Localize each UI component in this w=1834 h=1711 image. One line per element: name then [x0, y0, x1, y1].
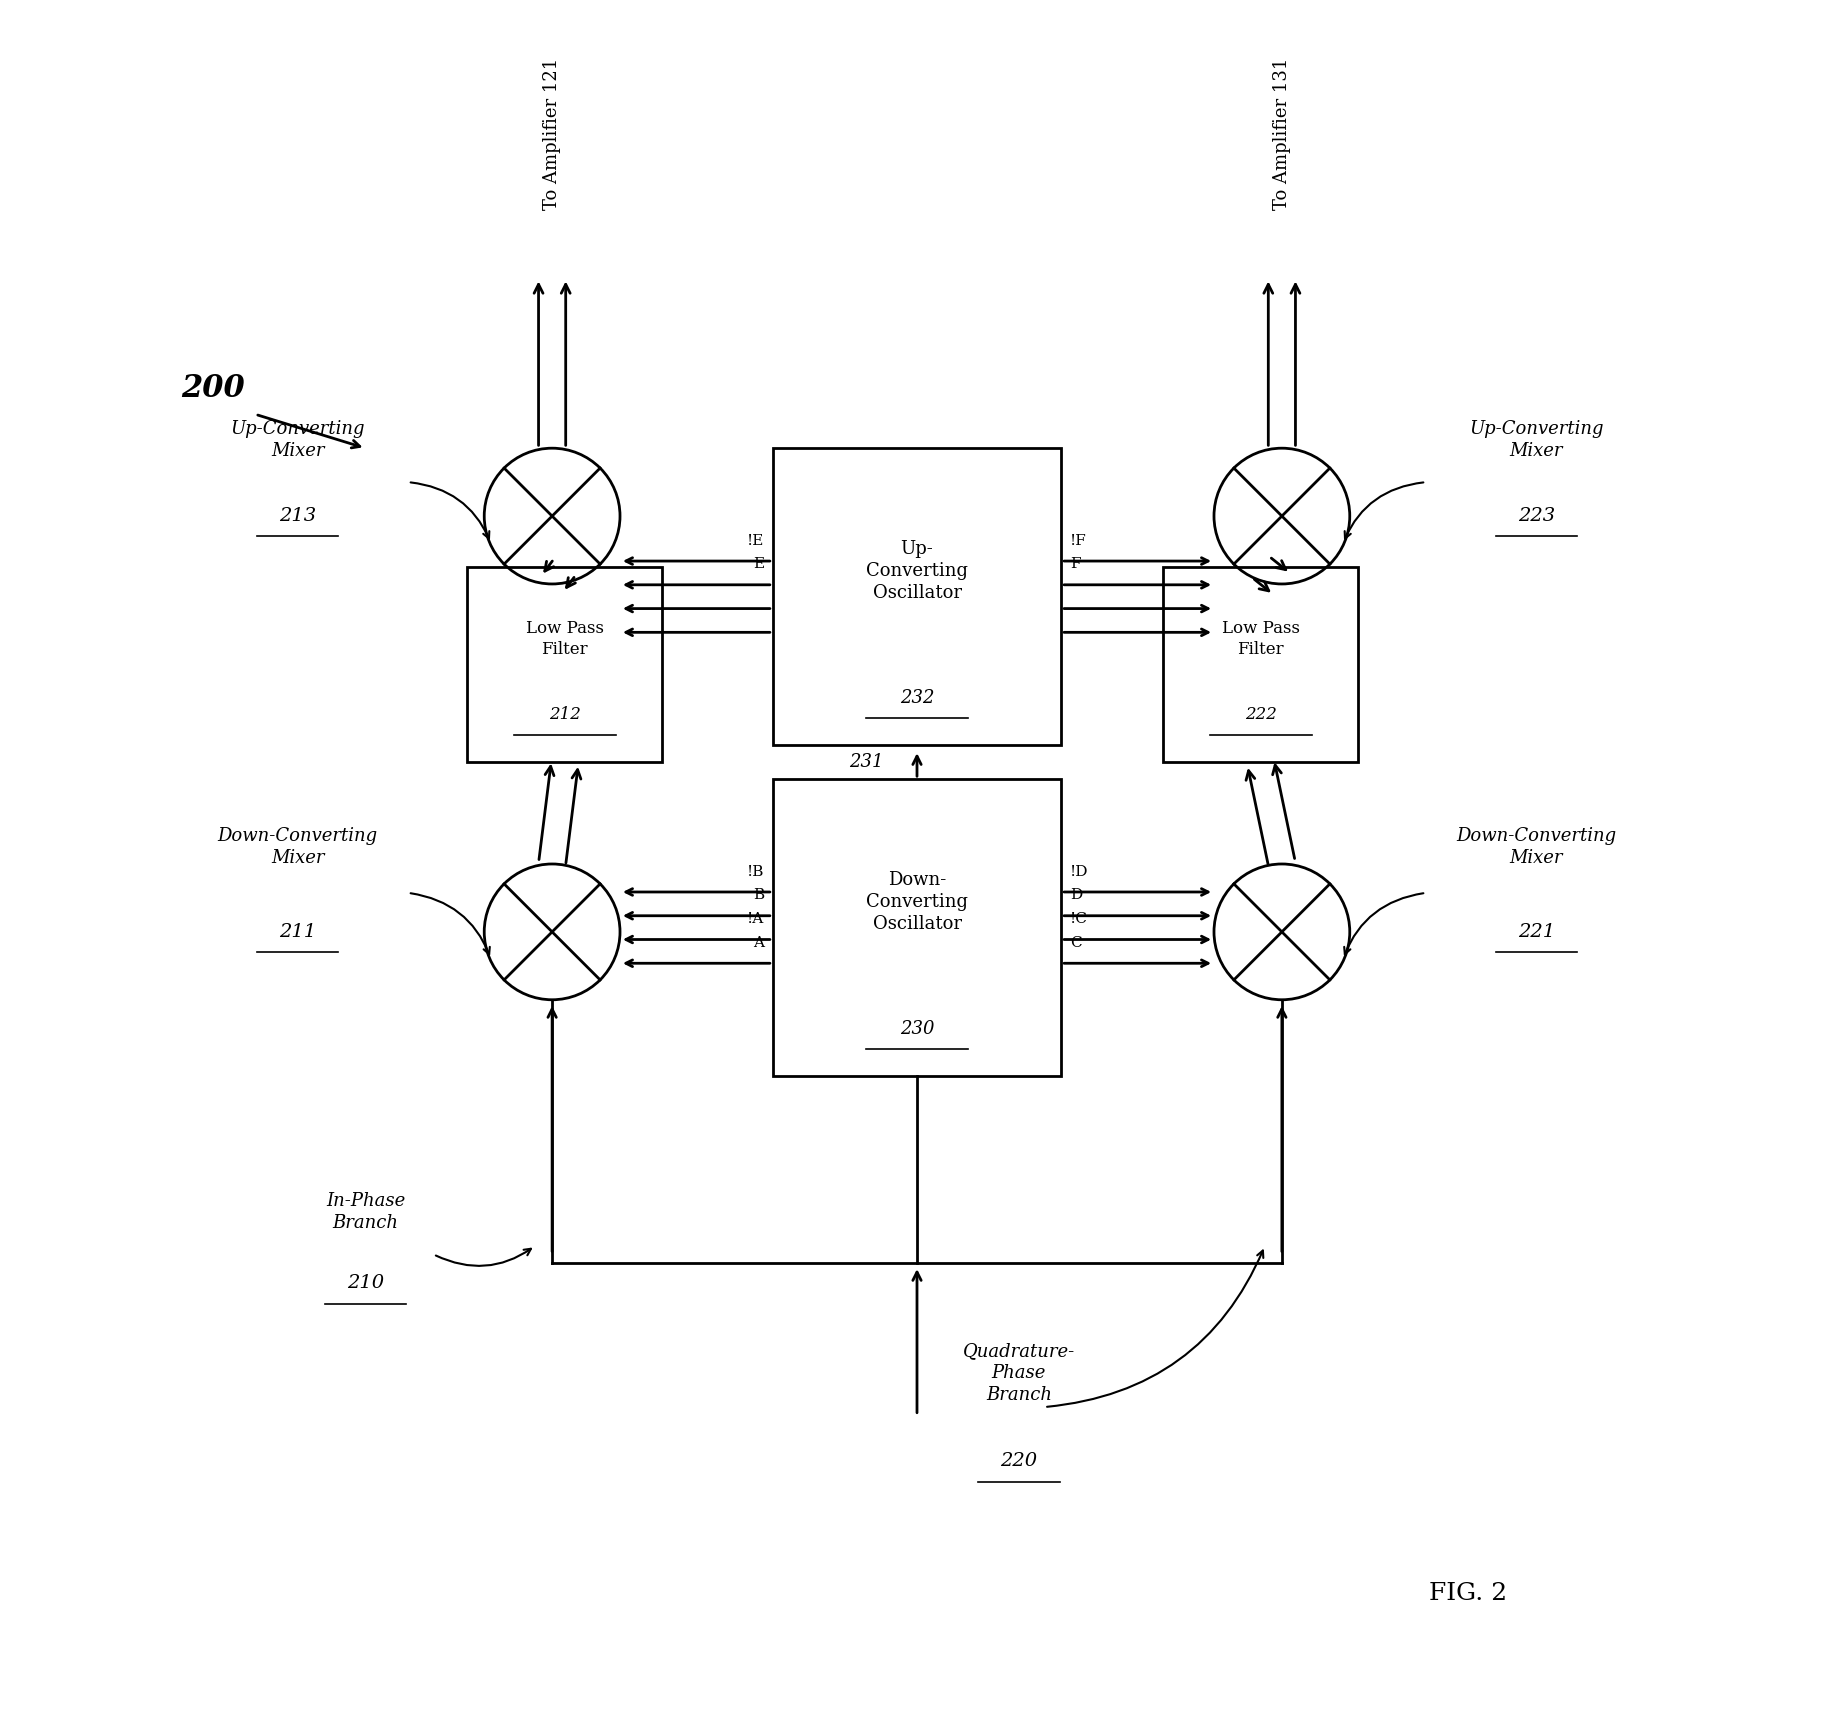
Text: FIG. 2: FIG. 2 — [1429, 1583, 1508, 1605]
Text: 223: 223 — [1519, 506, 1555, 525]
Text: 222: 222 — [1245, 707, 1276, 724]
Text: 210: 210 — [347, 1275, 383, 1292]
Text: C: C — [1069, 936, 1082, 950]
Text: Up-Converting
Mixer: Up-Converting Mixer — [1469, 419, 1603, 460]
Text: Up-Converting
Mixer: Up-Converting Mixer — [231, 419, 365, 460]
Text: To Amplifier 121: To Amplifier 121 — [543, 58, 561, 210]
Text: 212: 212 — [548, 707, 581, 724]
Text: !E: !E — [746, 534, 765, 548]
Text: !B: !B — [746, 864, 765, 879]
Text: Down-
Converting
Oscillator: Down- Converting Oscillator — [866, 871, 968, 934]
Text: D: D — [1069, 888, 1082, 902]
Text: 231: 231 — [849, 753, 884, 772]
Text: !D: !D — [1069, 864, 1088, 879]
Text: 213: 213 — [279, 506, 315, 525]
Bar — [772, 448, 1062, 746]
Text: Quadrature-
Phase
Branch: Quadrature- Phase Branch — [963, 1341, 1075, 1405]
Text: Down-Converting
Mixer: Down-Converting Mixer — [1456, 826, 1616, 867]
Bar — [1163, 566, 1359, 761]
Text: 220: 220 — [1000, 1453, 1038, 1470]
Bar — [772, 779, 1062, 1076]
Text: 200: 200 — [182, 373, 244, 404]
Text: 211: 211 — [279, 922, 315, 941]
Text: A: A — [754, 936, 765, 950]
Bar — [468, 566, 662, 761]
Text: E: E — [754, 558, 765, 571]
Text: !A: !A — [746, 912, 765, 926]
Text: F: F — [1069, 558, 1080, 571]
Text: 232: 232 — [900, 688, 934, 707]
Text: Down-Converting
Mixer: Down-Converting Mixer — [218, 826, 378, 867]
Text: !F: !F — [1069, 534, 1086, 548]
Text: To Amplifier 131: To Amplifier 131 — [1273, 58, 1291, 210]
Text: 230: 230 — [900, 1020, 934, 1037]
Text: Up-
Converting
Oscillator: Up- Converting Oscillator — [866, 541, 968, 602]
Text: B: B — [754, 888, 765, 902]
Text: Low Pass
Filter: Low Pass Filter — [526, 619, 603, 659]
Text: In-Phase
Branch: In-Phase Branch — [326, 1193, 405, 1232]
Text: 221: 221 — [1519, 922, 1555, 941]
Text: !C: !C — [1069, 912, 1088, 926]
Text: Low Pass
Filter: Low Pass Filter — [1221, 619, 1300, 659]
